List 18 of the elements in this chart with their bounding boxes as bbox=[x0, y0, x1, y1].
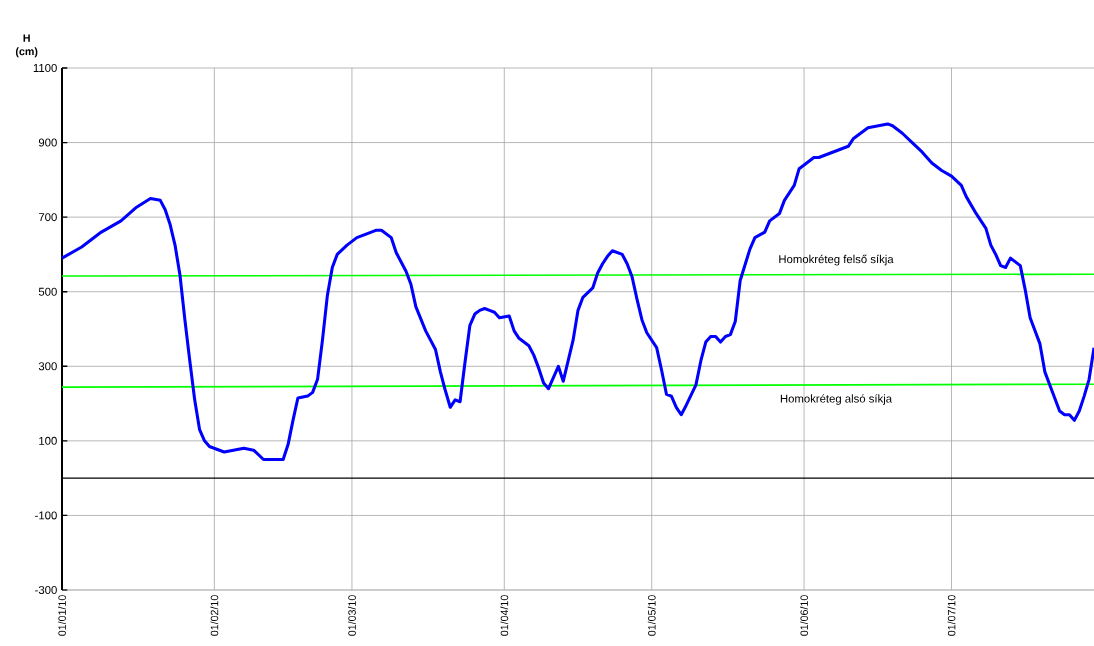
series-label: Homokréteg felső síkja bbox=[779, 254, 894, 266]
y-tick-label: -100 bbox=[35, 511, 57, 520]
x-tick-label: 01/01/10 bbox=[58, 595, 66, 636]
y-tick-label: 100 bbox=[39, 436, 57, 445]
x-tick-label: 01/03/10 bbox=[348, 595, 356, 636]
x-tick-label: 01/06/10 bbox=[800, 595, 808, 636]
y-tick-label: 900 bbox=[38, 138, 57, 147]
x-tick-label: 01/02/10 bbox=[210, 595, 219, 636]
x-tick-label: 01/04/10 bbox=[500, 595, 509, 636]
series-label: Homokréteg alsó síkja bbox=[780, 394, 893, 405]
y-tick-label: 300 bbox=[38, 362, 57, 371]
y-axis-title: H (cm) bbox=[15, 34, 38, 58]
y-tick-label: 500 bbox=[38, 287, 57, 296]
y-tick-label: 700 bbox=[38, 213, 57, 222]
x-tick-label: 01/07/10 bbox=[947, 595, 956, 636]
y-tick-label: 1100 bbox=[33, 63, 57, 72]
y-tick-label: -300 bbox=[35, 586, 57, 594]
x-tick-label: 01/05/10 bbox=[647, 595, 656, 636]
